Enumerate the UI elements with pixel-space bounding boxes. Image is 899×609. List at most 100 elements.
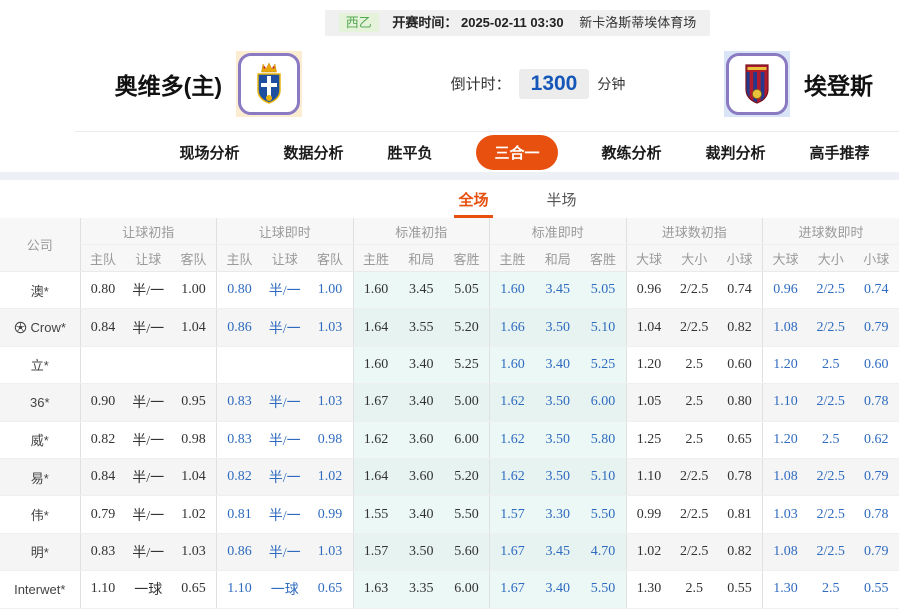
period-subtabs: 全场 半场 bbox=[68, 180, 899, 218]
odds-cell: 5.10 bbox=[581, 309, 627, 346]
odds-cell: 2.5 bbox=[672, 384, 718, 421]
odds-cell: 0.82 bbox=[717, 309, 763, 346]
countdown-unit: 分钟 bbox=[597, 74, 625, 94]
main-nav: 现场分析 数据分析 胜平负 三合一 教练分析 裁判分析 高手推荐 bbox=[75, 131, 899, 172]
odds-cell: 0.82 bbox=[217, 458, 263, 495]
odds-cell: 2/2.5 bbox=[672, 272, 718, 309]
company-cell[interactable]: 易* bbox=[0, 458, 80, 495]
odds-cell: 5.20 bbox=[444, 458, 490, 495]
odds-cell: 0.60 bbox=[854, 346, 899, 383]
odds-cell bbox=[171, 346, 217, 383]
odds-cell: 0.65 bbox=[717, 421, 763, 458]
company-name: 明* bbox=[31, 545, 49, 560]
odds-cell: 3.45 bbox=[535, 272, 581, 309]
company-cell[interactable]: Interwet* bbox=[0, 571, 80, 608]
odds-cell: 1.67 bbox=[490, 571, 536, 608]
sub-header: 主队 bbox=[217, 245, 263, 272]
odds-cell: 1.62 bbox=[353, 421, 399, 458]
odds-cell: 0.60 bbox=[717, 346, 763, 383]
odds-cell: 0.86 bbox=[217, 533, 263, 570]
odds-cell: 半/一 bbox=[126, 309, 172, 346]
odds-cell: 1.03 bbox=[308, 309, 354, 346]
odds-cell: 1.63 bbox=[353, 571, 399, 608]
odds-cell: 1.64 bbox=[353, 309, 399, 346]
sub-header: 大小 bbox=[672, 245, 718, 272]
odds-cell: 6.00 bbox=[444, 421, 490, 458]
sub-header: 客队 bbox=[171, 245, 217, 272]
odds-cell: 1.67 bbox=[490, 533, 536, 570]
odds-cell: 0.80 bbox=[80, 272, 126, 309]
odds-cell: 2.5 bbox=[672, 421, 718, 458]
company-cell[interactable]: Crow* bbox=[0, 309, 80, 346]
odds-cell: 0.95 bbox=[171, 384, 217, 421]
tab-half-match[interactable]: 半场 bbox=[543, 183, 581, 218]
tab-three-in-one[interactable]: 三合一 bbox=[476, 135, 557, 170]
tab-expert-picks[interactable]: 高手推荐 bbox=[810, 142, 870, 163]
venue-name: 新卡洛斯蒂埃体育场 bbox=[579, 15, 696, 30]
odds-cell: 1.03 bbox=[171, 533, 217, 570]
odds-cell: 5.50 bbox=[444, 496, 490, 533]
company-cell[interactable]: 36* bbox=[0, 384, 80, 421]
tab-full-match[interactable]: 全场 bbox=[454, 183, 492, 218]
company-cell[interactable]: 立* bbox=[0, 346, 80, 383]
odds-cell: 0.81 bbox=[217, 496, 263, 533]
odds-cell: 3.50 bbox=[535, 421, 581, 458]
odds-cell: 半/一 bbox=[262, 309, 308, 346]
odds-cell: 0.82 bbox=[717, 533, 763, 570]
odds-cell: 0.79 bbox=[854, 458, 899, 495]
odds-cell: 0.79 bbox=[854, 533, 899, 570]
soccer-ball-icon bbox=[14, 321, 27, 334]
odds-cell: 0.84 bbox=[80, 458, 126, 495]
tab-data-analysis[interactable]: 数据分析 bbox=[283, 142, 343, 163]
odds-cell: 一球 bbox=[262, 571, 308, 608]
odds-cell: 1.64 bbox=[353, 458, 399, 495]
sub-header: 客队 bbox=[308, 245, 354, 272]
company-name: 澳* bbox=[31, 284, 49, 299]
company-name: Interwet* bbox=[14, 582, 65, 597]
tab-coach-analysis[interactable]: 教练分析 bbox=[602, 142, 662, 163]
odds-cell: 0.78 bbox=[854, 496, 899, 533]
tab-win-draw-loss[interactable]: 胜平负 bbox=[387, 142, 432, 163]
odds-cell: 2.5 bbox=[672, 346, 718, 383]
odds-cell bbox=[308, 346, 354, 383]
odds-cell: 1.08 bbox=[763, 533, 809, 570]
odds-cell: 0.83 bbox=[80, 533, 126, 570]
company-name: 威* bbox=[31, 433, 49, 448]
odds-cell: 0.65 bbox=[308, 571, 354, 608]
odds-cell: 1.10 bbox=[80, 571, 126, 608]
odds-cell: 0.79 bbox=[854, 309, 899, 346]
odds-cell: 半/一 bbox=[262, 272, 308, 309]
odds-cell: 4.70 bbox=[581, 533, 627, 570]
odds-cell: 5.05 bbox=[444, 272, 490, 309]
odds-cell: 3.50 bbox=[535, 309, 581, 346]
odds-cell: 1.10 bbox=[763, 384, 809, 421]
home-team-logo bbox=[236, 51, 302, 117]
tab-live-analysis[interactable]: 现场分析 bbox=[179, 142, 239, 163]
away-team-name: 埃登斯 bbox=[804, 67, 873, 101]
odds-cell: 3.60 bbox=[399, 458, 445, 495]
company-cell[interactable]: 明* bbox=[0, 533, 80, 570]
odds-cell: 1.03 bbox=[763, 496, 809, 533]
company-name: Crow* bbox=[31, 320, 66, 335]
odds-cell bbox=[217, 346, 263, 383]
company-name: 立* bbox=[31, 358, 49, 373]
company-cell[interactable]: 威* bbox=[0, 421, 80, 458]
odds-cell: 5.25 bbox=[444, 346, 490, 383]
company-name: 伟* bbox=[31, 508, 49, 523]
odds-cell: 3.40 bbox=[399, 496, 445, 533]
company-cell[interactable]: 伟* bbox=[0, 496, 80, 533]
odds-cell: 0.74 bbox=[717, 272, 763, 309]
odds-cell: 0.84 bbox=[80, 309, 126, 346]
odds-cell: 半/一 bbox=[126, 533, 172, 570]
odds-cell: 半/一 bbox=[262, 496, 308, 533]
tab-referee-analysis[interactable]: 裁判分析 bbox=[706, 142, 766, 163]
sub-header: 主胜 bbox=[490, 245, 536, 272]
odds-cell: 1.05 bbox=[626, 384, 672, 421]
odds-cell: 2.5 bbox=[808, 421, 854, 458]
odds-cell: 半/一 bbox=[126, 384, 172, 421]
away-team: 埃登斯 bbox=[724, 51, 899, 117]
odds-cell: 1.02 bbox=[171, 496, 217, 533]
company-cell[interactable]: 澳* bbox=[0, 272, 80, 309]
odds-cell: 0.98 bbox=[308, 421, 354, 458]
